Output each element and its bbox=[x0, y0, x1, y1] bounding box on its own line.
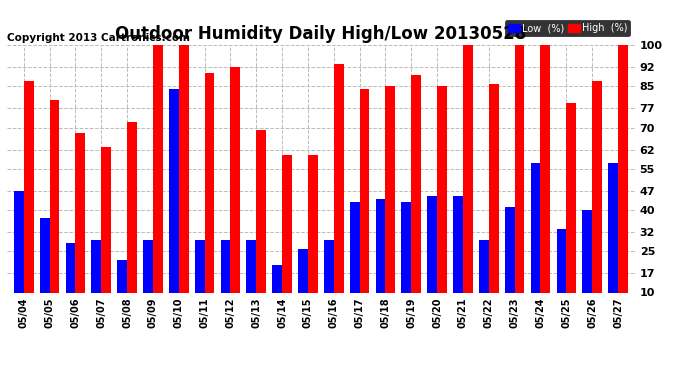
Legend: Low  (%), High  (%): Low (%), High (%) bbox=[505, 20, 630, 36]
Bar bbox=[489, 84, 499, 292]
Bar bbox=[256, 130, 266, 292]
Bar bbox=[540, 45, 551, 292]
Bar bbox=[566, 103, 576, 292]
Bar bbox=[40, 218, 50, 292]
Bar bbox=[531, 163, 540, 292]
Bar bbox=[463, 45, 473, 292]
Bar bbox=[479, 240, 489, 292]
Bar bbox=[350, 202, 359, 292]
Bar bbox=[50, 100, 59, 292]
Bar bbox=[557, 229, 566, 292]
Bar bbox=[204, 72, 215, 292]
Bar bbox=[75, 133, 85, 292]
Bar bbox=[386, 86, 395, 292]
Bar bbox=[582, 210, 592, 292]
Bar bbox=[308, 155, 318, 292]
Bar bbox=[375, 199, 386, 292]
Bar bbox=[91, 240, 101, 292]
Bar bbox=[195, 240, 204, 292]
Text: Copyright 2013 Cartronics.com: Copyright 2013 Cartronics.com bbox=[7, 33, 190, 42]
Bar bbox=[592, 81, 602, 292]
Bar bbox=[618, 45, 628, 292]
Bar bbox=[427, 196, 437, 292]
Bar bbox=[101, 147, 111, 292]
Bar bbox=[324, 240, 334, 292]
Bar bbox=[230, 67, 240, 292]
Bar bbox=[169, 89, 179, 292]
Bar bbox=[298, 249, 308, 292]
Bar bbox=[246, 240, 256, 292]
Bar bbox=[143, 240, 153, 292]
Bar bbox=[608, 163, 618, 292]
Bar bbox=[23, 81, 34, 292]
Title: Outdoor Humidity Daily High/Low 20130528: Outdoor Humidity Daily High/Low 20130528 bbox=[115, 26, 526, 44]
Bar bbox=[334, 64, 344, 292]
Bar bbox=[273, 265, 282, 292]
Bar bbox=[179, 45, 188, 292]
Bar bbox=[66, 243, 75, 292]
Bar bbox=[221, 240, 230, 292]
Bar bbox=[402, 202, 411, 292]
Bar bbox=[505, 207, 515, 292]
Bar bbox=[117, 260, 127, 292]
Bar bbox=[453, 196, 463, 292]
Bar bbox=[411, 75, 421, 292]
Bar bbox=[127, 122, 137, 292]
Bar bbox=[437, 86, 447, 292]
Bar bbox=[515, 45, 524, 292]
Bar bbox=[14, 191, 23, 292]
Bar bbox=[282, 155, 292, 292]
Bar bbox=[153, 45, 163, 292]
Bar bbox=[359, 89, 369, 292]
